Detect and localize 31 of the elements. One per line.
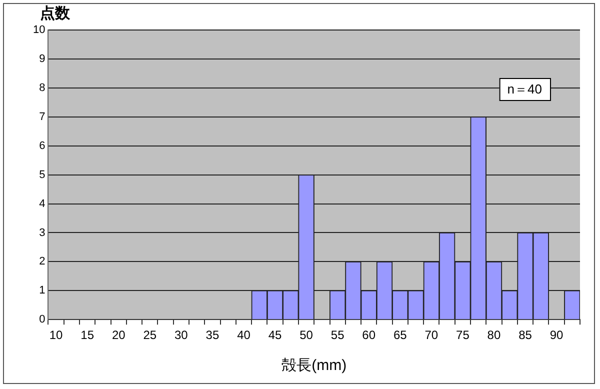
- y-tick-label: 6: [39, 140, 46, 152]
- x-tick-label: 25: [143, 328, 157, 342]
- y-tick-label: 9: [39, 52, 46, 65]
- y-tick-label: 10: [32, 24, 46, 36]
- y-tick-label: 2: [39, 256, 46, 268]
- y-tick-label: 4: [39, 198, 46, 210]
- x-tick-label: 45: [268, 328, 282, 342]
- x-tick-label: 90: [550, 328, 564, 342]
- y-tick-label: 3: [39, 226, 46, 239]
- x-tick-label: 85: [518, 328, 532, 342]
- x-tick-label: 40: [237, 328, 251, 342]
- x-tick-label: 50: [300, 328, 314, 342]
- x-tick-label: 80: [487, 328, 501, 342]
- y-tick-label: 5: [39, 168, 46, 181]
- x-tick-label: 70: [424, 328, 438, 342]
- x-tick-label: 60: [362, 328, 376, 342]
- x-axis-title: 殻長(mm): [282, 357, 347, 374]
- y-tick-label: 1: [39, 284, 46, 297]
- x-tick-label: 65: [393, 328, 408, 342]
- y-tick-label: 0: [39, 314, 46, 326]
- annotation: n＝40: [507, 82, 542, 97]
- x-tick-label: 20: [112, 328, 126, 342]
- x-tick-label: 75: [456, 328, 470, 342]
- y-axis-title: 点数: [40, 5, 71, 22]
- x-tick-label: 30: [174, 328, 188, 342]
- y-tick-label: 8: [39, 82, 46, 94]
- y-tick-label: 7: [39, 110, 46, 123]
- x-tick-label: 55: [330, 328, 345, 342]
- x-tick-label: 15: [80, 328, 94, 342]
- x-tick-label: 10: [49, 328, 64, 342]
- x-tick-label: 35: [206, 328, 220, 342]
